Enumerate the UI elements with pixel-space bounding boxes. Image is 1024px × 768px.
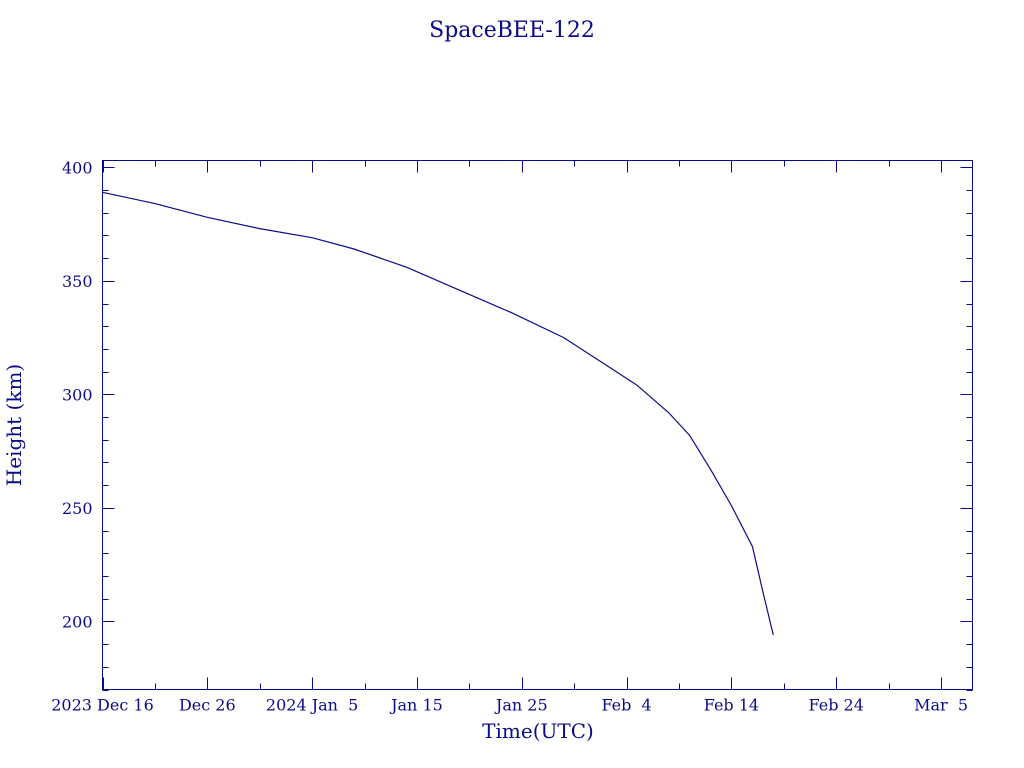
axis-ticks: [102, 160, 973, 691]
x-axis-label: Time(UTC): [482, 719, 594, 743]
height-series-line: [102, 191, 774, 636]
plot-frame: [102, 160, 973, 690]
x-tick-label: Feb 14: [704, 696, 759, 715]
x-tick-label: Jan 15: [389, 696, 443, 715]
x-tick-label: 2023 Dec 16: [51, 696, 154, 715]
x-tick-label: Feb 4: [601, 696, 651, 715]
x-tick-label: Dec 26: [179, 696, 236, 715]
y-tick-label: 300: [62, 385, 93, 404]
x-tick-label: Jan 25: [494, 696, 548, 715]
y-axis-label: Height (km): [2, 364, 26, 486]
x-tick-labels: 2023 Dec 16 Dec 26 2024 Jan 5 Jan 15 Jan 25 F…: [51, 696, 968, 715]
x-tick-label: 2024 Jan 5: [266, 696, 358, 715]
y-tick-label: 250: [62, 499, 93, 518]
chart-title: SpaceBEE-122: [429, 18, 595, 43]
y-tick-label: 400: [62, 158, 93, 177]
x-tick-label: Feb 24: [809, 696, 864, 715]
x-tick-label: Mar 5: [914, 696, 968, 715]
y-tick-label: 200: [62, 612, 93, 631]
y-tick-label: 350: [62, 272, 93, 291]
y-tick-labels: 200 250 300 350 400: [62, 158, 93, 631]
